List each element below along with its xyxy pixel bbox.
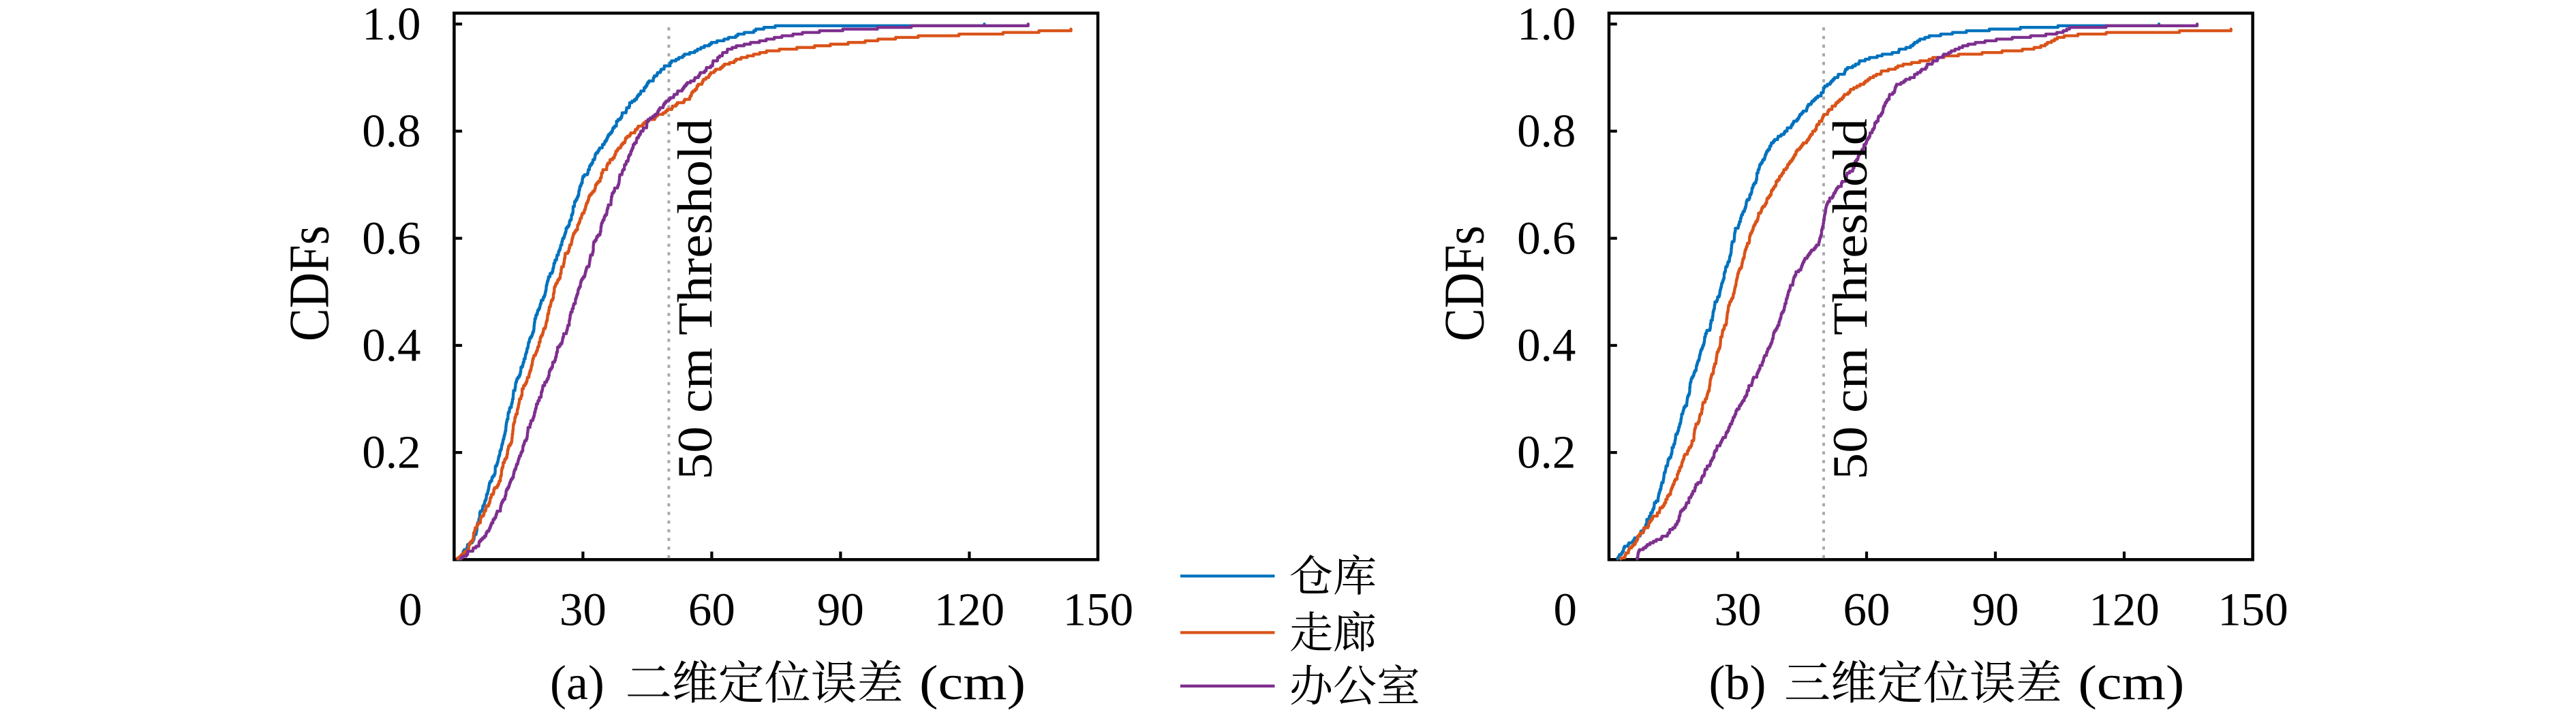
svg-text:1.0: 1.0 [362, 0, 420, 50]
svg-text:0: 0 [399, 584, 423, 636]
svg-text:0.4: 0.4 [362, 320, 420, 371]
svg-text:120: 120 [2089, 584, 2160, 636]
svg-text:30: 30 [1715, 584, 1762, 636]
svg-text:(cm): (cm) [919, 655, 1026, 710]
svg-text:0.6: 0.6 [362, 212, 420, 264]
svg-text:CDFs: CDFs [1433, 226, 1497, 341]
svg-text:0.8: 0.8 [362, 105, 420, 157]
svg-text:30: 30 [559, 584, 607, 636]
svg-text:0.2: 0.2 [362, 427, 420, 478]
svg-text:1.0: 1.0 [1517, 0, 1576, 50]
svg-text:0.8: 0.8 [1517, 105, 1576, 157]
svg-text:120: 120 [934, 584, 1005, 636]
svg-text:90: 90 [817, 584, 864, 636]
svg-text:(b): (b) [1709, 655, 1766, 710]
svg-text:90: 90 [1972, 584, 2019, 636]
svg-text:60: 60 [1843, 584, 1890, 636]
svg-text:0: 0 [1554, 584, 1578, 636]
svg-text:50 cm Threshold: 50 cm Threshold [668, 119, 722, 480]
svg-text:60: 60 [688, 584, 735, 636]
svg-text:50 cm Threshold: 50 cm Threshold [1823, 119, 1877, 480]
svg-text:(a): (a) [550, 655, 604, 710]
svg-text:CDFs: CDFs [278, 226, 341, 341]
svg-text:(cm): (cm) [2078, 655, 2184, 710]
svg-text:0.6: 0.6 [1517, 212, 1576, 264]
svg-text:150: 150 [2218, 584, 2288, 636]
svg-text:150: 150 [1063, 584, 1134, 636]
svg-text:0.4: 0.4 [1517, 320, 1576, 371]
svg-text:0.2: 0.2 [1517, 427, 1576, 478]
